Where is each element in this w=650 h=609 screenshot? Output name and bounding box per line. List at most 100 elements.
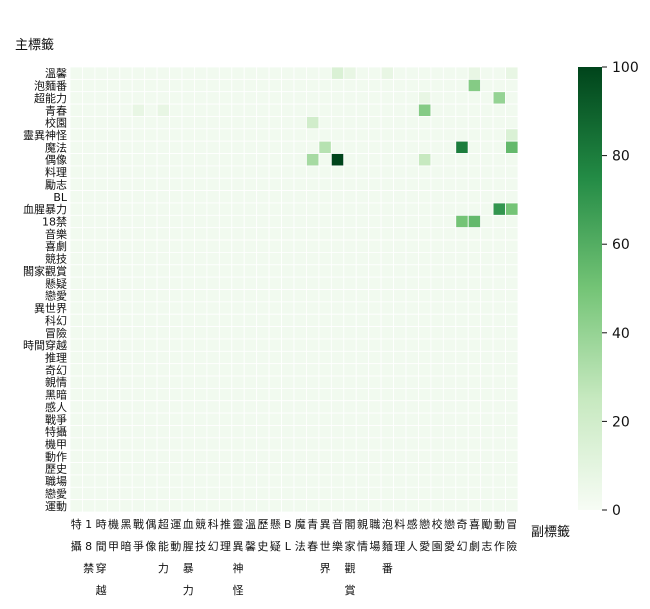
heatmap-cell	[156, 103, 170, 117]
heatmap-cell	[94, 375, 108, 389]
heatmap-cell	[306, 338, 320, 352]
heatmap-cell	[430, 313, 444, 327]
heatmap-cell	[231, 140, 245, 154]
heatmap-cell	[293, 153, 307, 167]
heatmap-cell	[243, 190, 258, 204]
heatmap-cell	[119, 437, 133, 451]
heatmap-cell	[306, 140, 320, 154]
heatmap-cell	[231, 66, 245, 80]
heatmap-cell	[156, 375, 170, 389]
heatmap-cell	[306, 78, 320, 93]
heatmap-cell	[231, 276, 245, 290]
heatmap-cell	[418, 177, 432, 192]
heatmap-cell	[281, 363, 295, 377]
heatmap-cell	[144, 449, 158, 463]
heatmap-cell	[418, 91, 432, 105]
heatmap-cell	[368, 202, 382, 216]
x-tick-label: 歷史	[257, 518, 268, 553]
heatmap-cell	[218, 66, 233, 80]
heatmap-cell	[144, 289, 158, 303]
heatmap-cell	[343, 140, 357, 154]
heatmap-cell	[231, 326, 245, 340]
heatmap-cell	[281, 103, 295, 117]
heatmap-cell	[318, 153, 332, 167]
heatmap-cell	[169, 239, 183, 253]
heatmap-cell	[393, 363, 407, 377]
heatmap-cell	[131, 276, 146, 290]
heatmap-cell	[480, 499, 494, 513]
heatmap-cell	[281, 66, 295, 80]
heatmap-cell	[418, 486, 432, 501]
heatmap-cell	[480, 486, 494, 501]
heatmap-cell	[418, 425, 432, 439]
heatmap-cell	[393, 474, 407, 488]
heatmap-cell	[505, 326, 519, 340]
heatmap-cell	[82, 128, 96, 142]
heatmap-cell	[69, 350, 83, 365]
heatmap-cell	[119, 202, 133, 216]
heatmap-cell	[194, 326, 208, 340]
heatmap-cell	[343, 449, 357, 463]
heatmap-cell	[355, 239, 370, 253]
heatmap-cell	[430, 227, 444, 241]
heatmap-cell	[119, 128, 133, 142]
heatmap-cell	[318, 462, 332, 476]
heatmap-cell	[418, 400, 432, 414]
heatmap-cell	[418, 338, 432, 352]
heatmap-cell	[268, 313, 282, 327]
heatmap-cell	[231, 437, 245, 451]
heatmap-cell	[69, 338, 83, 352]
heatmap-cell	[418, 252, 432, 266]
heatmap-cell	[418, 326, 432, 340]
heatmap-cell	[243, 462, 258, 476]
heatmap-cell	[368, 140, 382, 154]
heatmap-cell	[131, 153, 146, 167]
heatmap-cell	[355, 474, 370, 488]
heatmap-cell	[206, 78, 220, 93]
heatmap-cell	[442, 66, 457, 80]
heatmap-cell	[106, 165, 121, 179]
heatmap-cell	[355, 338, 370, 352]
heatmap-cell	[256, 239, 270, 253]
heatmap-cell	[480, 227, 494, 241]
heatmap-cell	[368, 326, 382, 340]
y-tick-label: 親情	[45, 376, 67, 389]
heatmap-cell	[181, 449, 195, 463]
heatmap-cell	[318, 239, 332, 253]
heatmap-cell	[131, 474, 146, 488]
heatmap-cell	[480, 66, 494, 80]
heatmap-cell	[318, 486, 332, 501]
heatmap-cell	[467, 289, 482, 303]
y-tick-label: BL	[53, 191, 68, 204]
heatmap-cell	[330, 289, 345, 303]
heatmap-cell	[306, 165, 320, 179]
heatmap-cell	[418, 214, 432, 229]
heatmap-cell	[181, 474, 195, 488]
heatmap-cell	[492, 289, 506, 303]
heatmap-cell	[405, 301, 419, 315]
heatmap-cell	[169, 289, 183, 303]
heatmap-cell	[131, 190, 146, 204]
heatmap-cell	[243, 387, 258, 402]
heatmap-cell	[194, 103, 208, 117]
heatmap-cell	[293, 214, 307, 229]
heatmap-cell	[119, 227, 133, 241]
heatmap-cell	[218, 462, 233, 476]
heatmap-cell	[206, 264, 220, 278]
heatmap-cell	[268, 387, 282, 402]
heatmap-cell	[69, 387, 83, 402]
heatmap-cell	[194, 276, 208, 290]
heatmap-cell	[243, 425, 258, 439]
heatmap-cell	[430, 66, 444, 80]
heatmap-cell	[442, 78, 457, 93]
heatmap-cell	[181, 252, 195, 266]
heatmap-cell	[82, 449, 96, 463]
heatmap-cell	[430, 412, 444, 426]
heatmap-cell	[306, 437, 320, 451]
heatmap-cell	[380, 128, 394, 142]
heatmap-cell	[355, 276, 370, 290]
heatmap-cell	[119, 276, 133, 290]
heatmap-cell	[442, 190, 457, 204]
heatmap-cell	[480, 289, 494, 303]
heatmap-cell	[480, 301, 494, 315]
